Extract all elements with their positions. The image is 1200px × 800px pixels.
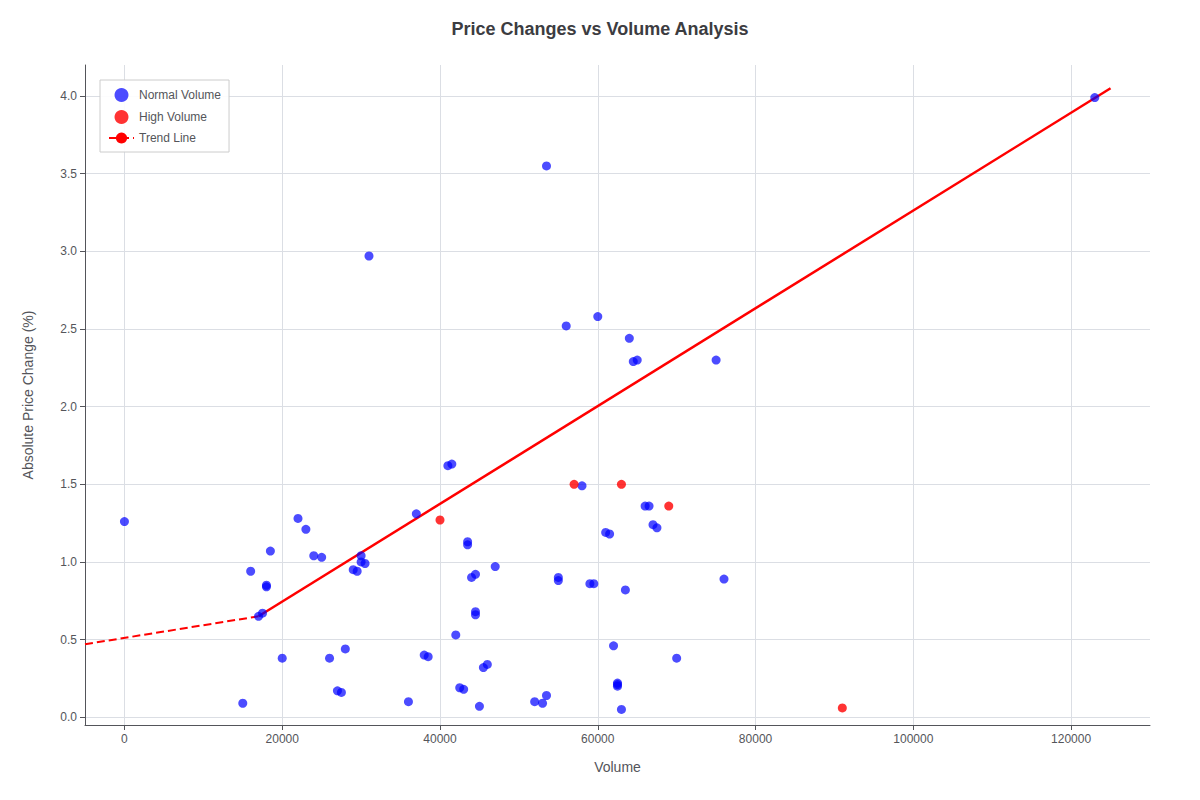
svg-text:2.0: 2.0	[60, 400, 77, 414]
svg-text:2.5: 2.5	[60, 322, 77, 336]
svg-text:60000: 60000	[581, 732, 615, 746]
svg-text:3.5: 3.5	[60, 167, 77, 181]
svg-text:80000: 80000	[739, 732, 773, 746]
svg-text:0.5: 0.5	[60, 633, 77, 647]
svg-text:Normal Volume: Normal Volume	[139, 88, 221, 102]
svg-text:Volume: Volume	[594, 759, 641, 775]
svg-text:120000: 120000	[1051, 732, 1091, 746]
svg-text:40000: 40000	[423, 732, 457, 746]
svg-text:100000: 100000	[893, 732, 933, 746]
svg-text:0.0: 0.0	[60, 710, 77, 724]
svg-text:4.0: 4.0	[60, 89, 77, 103]
svg-text:1.5: 1.5	[60, 477, 77, 491]
svg-text:0: 0	[121, 732, 128, 746]
svg-text:1.0: 1.0	[60, 555, 77, 569]
svg-text:Trend Line: Trend Line	[139, 131, 196, 145]
svg-text:Price Changes vs Volume Analys: Price Changes vs Volume Analysis	[451, 19, 748, 39]
svg-text:20000: 20000	[266, 732, 300, 746]
svg-text:Absolute Price Change (%): Absolute Price Change (%)	[20, 311, 36, 480]
svg-text:3.0: 3.0	[60, 244, 77, 258]
svg-text:High Volume: High Volume	[139, 110, 207, 124]
